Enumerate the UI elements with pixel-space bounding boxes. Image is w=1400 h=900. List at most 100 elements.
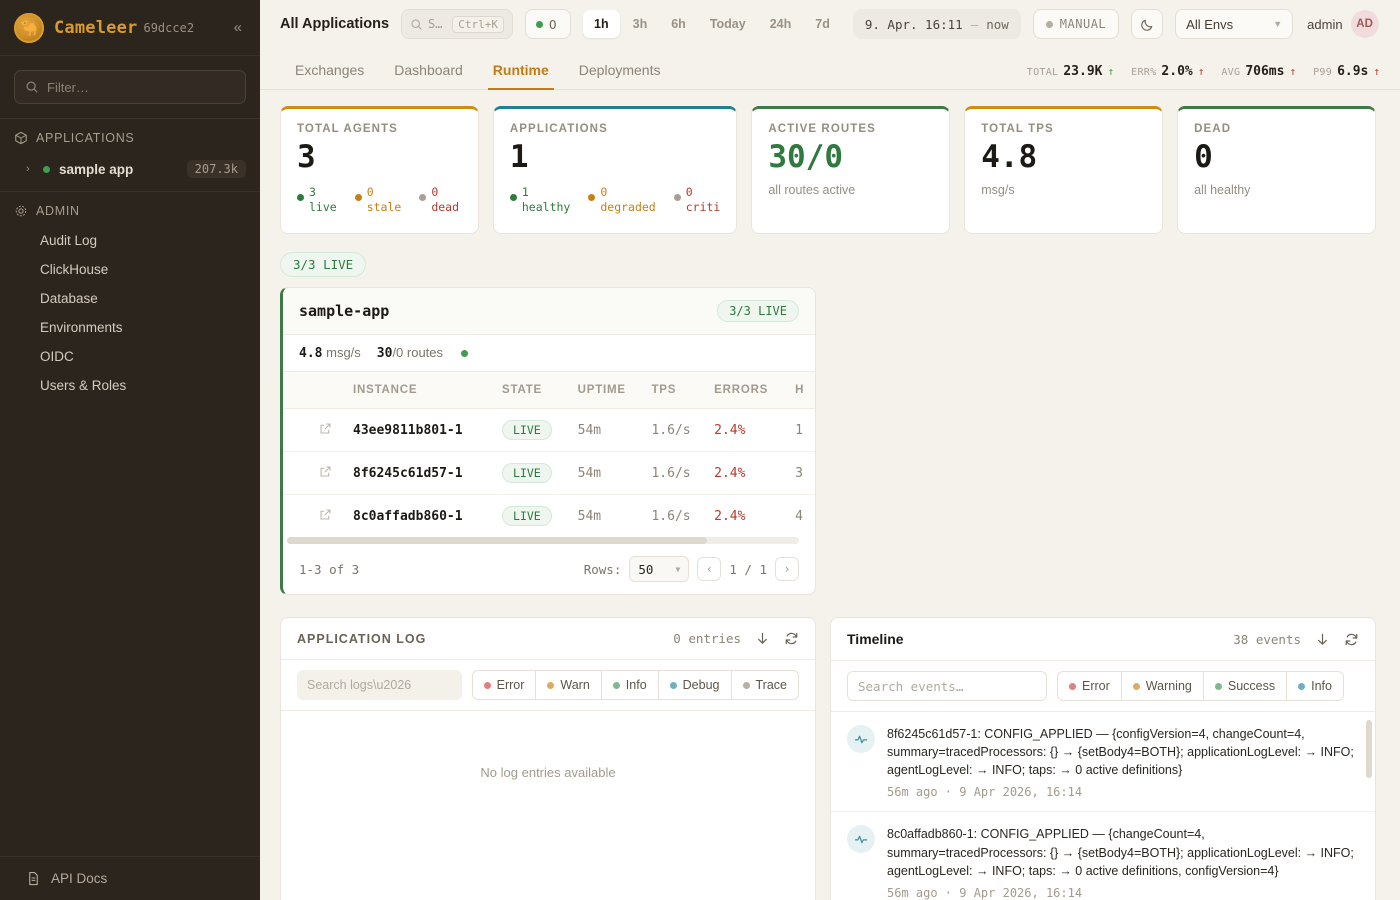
sidebar-item-api-docs[interactable]: API Docs [0, 856, 260, 900]
pagination-range: 1-3 of 3 [299, 561, 360, 577]
time-range-1h[interactable]: 1h [583, 10, 620, 38]
status-dot-healthy [509, 193, 517, 201]
list-item[interactable]: 8c0affadb860-1: CONFIG_APPLIED — {change… [831, 812, 1375, 900]
manual-status-dot [1045, 20, 1053, 28]
timeline-search-placeholder: Search events… [858, 678, 964, 694]
rows-per-page-select[interactable]: 50 ▼ [629, 556, 690, 582]
sidebar-item-environments[interactable]: Environments [40, 320, 123, 335]
status-dot-live [297, 193, 304, 201]
next-page-button[interactable]: › [775, 557, 799, 581]
kpi-total-tps: TOTAL TPS 4.8 msg/s [964, 106, 1164, 234]
theme-toggle-button[interactable] [1131, 9, 1164, 39]
sidebar-item-sample-app[interactable]: › sample app 207.3k [0, 153, 260, 185]
row-tps: 1.6/s [645, 451, 709, 495]
log-level-trace[interactable]: Trace [730, 670, 799, 700]
status-dot-stale [354, 193, 362, 201]
chevron-right-icon[interactable]: › [26, 163, 30, 175]
table-horizontal-scrollbar[interactable] [287, 537, 799, 544]
row-open-link[interactable] [313, 408, 347, 452]
sidebar-filter-input[interactable]: Filter… [14, 70, 246, 104]
timeline-search-input[interactable]: Search events… [847, 671, 1047, 701]
time-range-24h[interactable]: 24h [769, 17, 792, 31]
timeline-level-error[interactable]: Error [1057, 671, 1122, 701]
scroll-to-bottom-icon[interactable] [1315, 632, 1330, 647]
sidebar-item-clickhouse[interactable]: ClickHouse [40, 262, 109, 277]
time-range-6h[interactable]: 6h [671, 17, 686, 31]
collapse-sidebar-icon[interactable]: « [233, 19, 242, 36]
table-row[interactable]: 43ee9811b801-1 LIVE 54m 1.6/s 2.4% 1 [283, 408, 815, 452]
application-log-panel: APPLICATION LOG 0 entries [280, 617, 816, 900]
chevron-down-icon: ▼ [675, 564, 681, 574]
date-range-separator: — [970, 16, 979, 32]
timeline-level-info[interactable]: Info [1286, 671, 1344, 701]
row-status [283, 495, 313, 538]
log-level-info[interactable]: Info [600, 670, 659, 700]
kpi-total-tps-value: 4.8 [981, 139, 1038, 175]
tab-dashboard[interactable]: Dashboard [394, 62, 463, 78]
time-range-3h[interactable]: 3h [632, 17, 648, 31]
manual-label: MANUAL [1059, 17, 1107, 31]
timeline-filters: Search events… Error Warning [831, 661, 1375, 712]
row-instance: 43ee9811b801-1 [347, 408, 497, 452]
kpi-total-agents-stats: 3 live 0 stale [297, 185, 462, 216]
sidebar-item-users-roles[interactable]: Users & Roles [40, 378, 127, 393]
kpi-applications-title: APPLICATIONS [509, 123, 608, 135]
timeline-level-warning[interactable]: Warning [1120, 671, 1204, 701]
moon-icon [1140, 19, 1152, 31]
kpi-dead: DEAD 0 all healthy [1177, 106, 1376, 234]
metric-p99-arrow-icon: ↑ [1373, 65, 1380, 78]
time-range-today[interactable]: Today [709, 17, 746, 31]
table-row[interactable]: 8c0affadb860-1 LIVE 54m 1.6/s 2.4% 4 [283, 495, 815, 538]
sidebar-item-database[interactable]: Database [40, 291, 98, 306]
list-item[interactable]: 8f6245c61d57-1: CONFIG_APPLIED — {config… [831, 712, 1375, 813]
date-range-display[interactable]: 9. Apr. 16:11 — now [852, 9, 1021, 39]
row-open-link[interactable] [313, 451, 347, 495]
log-level-debug[interactable]: Debug [657, 670, 732, 700]
refresh-icon[interactable] [784, 631, 799, 646]
row-errors: 2.4% [708, 451, 790, 495]
level-dot-warn [547, 681, 555, 689]
tab-runtime[interactable]: Runtime [478, 62, 564, 90]
event-time: 56m ago · 9 Apr 2026, 16:14 [887, 885, 1083, 900]
refresh-icon[interactable] [1344, 632, 1359, 647]
application-status-badge: 3/3 LIVE [717, 300, 799, 322]
scroll-to-bottom-icon[interactable] [755, 631, 770, 646]
timeline-title: Timeline [847, 631, 904, 647]
level-dot-error [483, 681, 491, 689]
brand-version: 69dcce2 [143, 20, 195, 35]
row-state: LIVE [496, 495, 572, 538]
application-card-sample-app: sample-app 3/3 LIVE 4.8 msg/s 30/0 route… [280, 287, 816, 595]
pagination-controls: Rows: 50 ▼ ‹ 1 / 1 › [584, 556, 799, 582]
application-log-body: No log entries available [281, 711, 815, 900]
timeline-level-success[interactable]: Success [1202, 671, 1288, 701]
row-open-link[interactable] [313, 495, 347, 538]
tab-exchanges[interactable]: Exchanges [295, 62, 365, 78]
metric-total-arrow-icon: ↑ [1107, 65, 1115, 78]
prev-page-button[interactable]: ‹ [697, 557, 722, 581]
live-toggle[interactable]: O [525, 9, 572, 39]
log-level-warn-label: Warn [560, 678, 590, 692]
kpi-stat-live-label: live [309, 200, 337, 215]
env-select[interactable]: All Envs ▼ [1175, 9, 1294, 39]
rows-per-page-value: 50 [638, 561, 654, 577]
row-instance: 8f6245c61d57-1 [347, 451, 497, 495]
sidebar-item-oidc[interactable]: OIDC [40, 349, 74, 364]
sidebar-app-name: sample app [59, 161, 134, 177]
table-row[interactable]: 8f6245c61d57-1 LIVE 54m 1.6/s 2.4% 3 [283, 451, 815, 495]
log-search-input[interactable]: Search logs\u2026 [297, 670, 462, 700]
sidebar-item-audit-log[interactable]: Audit Log [40, 233, 98, 248]
global-search-input[interactable]: S… Ctrl+K [401, 9, 514, 39]
metric-avg-key: AVG [1221, 67, 1241, 78]
row-errors: 2.4% [714, 508, 746, 524]
timeline-level-warning-label: Warning [1145, 679, 1192, 693]
level-dot-error [1069, 682, 1076, 690]
kpi-stat-dead-label: dead [431, 200, 460, 215]
time-range-7d[interactable]: 7d [815, 17, 830, 31]
tab-deployments[interactable]: Deployments [578, 62, 661, 78]
user-menu[interactable]: admin AD [1307, 10, 1379, 38]
timeline-scrollbar[interactable] [1366, 720, 1372, 778]
log-level-warn[interactable]: Warn [535, 670, 602, 700]
manual-refresh-toggle[interactable]: MANUAL [1032, 9, 1120, 39]
application-log-count: 0 entries [673, 631, 741, 646]
log-level-error[interactable]: Error [471, 670, 537, 700]
